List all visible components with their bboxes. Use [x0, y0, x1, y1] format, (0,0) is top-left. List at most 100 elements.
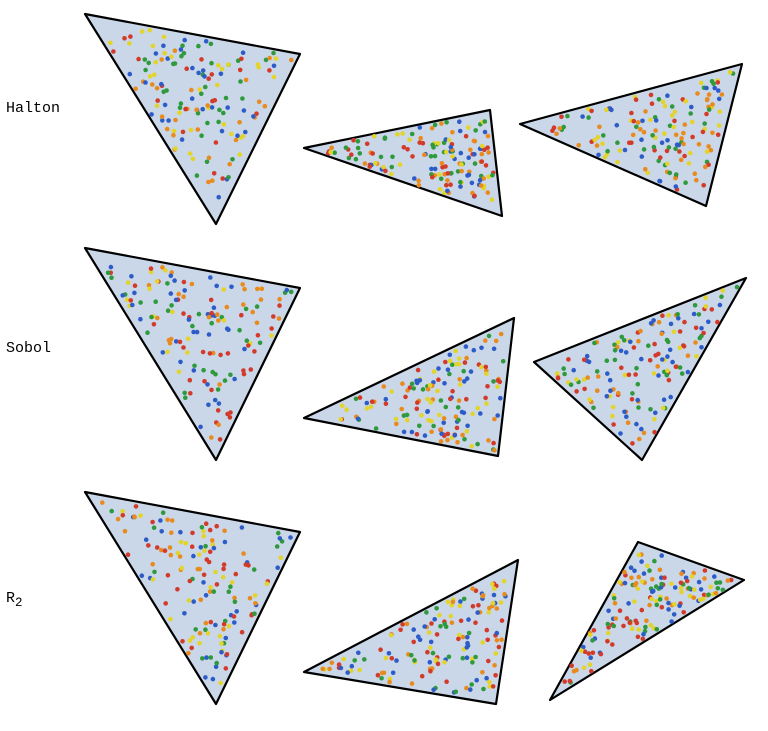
sample-point	[146, 61, 151, 66]
sample-point	[191, 157, 196, 162]
sample-point	[480, 144, 485, 149]
sample-point	[634, 125, 639, 130]
sample-point	[487, 680, 492, 685]
sample-point	[212, 589, 217, 594]
sample-point	[203, 85, 208, 90]
sample-point	[267, 68, 272, 73]
sample-point	[683, 122, 688, 127]
sample-point	[380, 671, 385, 676]
sample-point	[630, 441, 635, 446]
sample-point	[494, 339, 499, 344]
sample-point	[492, 593, 497, 598]
sample-point	[155, 279, 160, 284]
sample-point	[210, 105, 215, 110]
sample-point	[275, 565, 280, 570]
sample-point	[358, 151, 363, 156]
sample-point	[465, 655, 470, 660]
sample-point	[623, 148, 628, 153]
sample-point	[492, 448, 497, 453]
sample-point	[155, 86, 160, 91]
sample-point	[234, 138, 239, 143]
sample-point	[637, 575, 642, 580]
sample-point	[204, 521, 209, 526]
sample-point	[697, 312, 702, 317]
sample-point	[665, 338, 670, 343]
sample-point	[458, 180, 463, 185]
sample-point	[416, 368, 421, 373]
sample-point	[384, 397, 389, 402]
sample-point	[374, 426, 379, 431]
sample-point	[582, 358, 587, 363]
sample-point	[445, 178, 450, 183]
sample-point	[179, 101, 184, 106]
sample-point	[228, 373, 233, 378]
sample-point	[150, 520, 155, 525]
sample-point	[472, 348, 477, 353]
sample-point	[228, 415, 233, 420]
sample-point	[483, 130, 488, 135]
sample-point	[446, 600, 451, 605]
sample-point	[329, 146, 334, 151]
sample-point	[680, 371, 685, 376]
sample-point	[645, 564, 650, 569]
sample-point	[458, 129, 463, 134]
sample-point	[232, 377, 237, 382]
sample-point	[470, 660, 475, 665]
sample-point	[155, 316, 160, 321]
sample-point	[237, 328, 242, 333]
sample-point	[433, 154, 438, 159]
sample-point	[225, 652, 230, 657]
sample-point	[702, 576, 707, 581]
sample-point	[144, 537, 149, 542]
sample-point	[650, 577, 655, 582]
sample-point	[146, 543, 151, 548]
sample-point	[199, 57, 204, 62]
sample-point	[498, 380, 503, 385]
sample-point	[197, 87, 202, 92]
sample-point	[635, 398, 640, 403]
sample-point	[688, 111, 693, 116]
sample-point	[220, 67, 225, 72]
triangle-shape	[85, 248, 300, 460]
sample-point	[692, 595, 697, 600]
sample-point	[647, 568, 652, 573]
sample-point	[699, 81, 704, 86]
sample-point	[116, 517, 121, 522]
sample-point	[603, 155, 608, 160]
sample-point	[205, 121, 210, 126]
sample-point	[384, 401, 389, 406]
sample-point	[470, 586, 475, 591]
sample-point	[693, 171, 698, 176]
sample-point	[202, 74, 207, 79]
sample-point	[615, 160, 620, 165]
sample-point	[186, 336, 191, 341]
sample-point	[198, 567, 203, 572]
sample-point	[244, 78, 249, 83]
sample-point	[694, 326, 699, 331]
sample-point	[215, 83, 220, 88]
sample-point	[130, 303, 135, 308]
sample-point	[205, 103, 210, 108]
sample-point	[213, 398, 218, 403]
sample-point	[133, 87, 138, 92]
sample-point	[199, 598, 204, 603]
sample-point	[275, 544, 280, 549]
sample-point	[204, 39, 209, 44]
sample-point	[473, 655, 478, 660]
sample-point	[181, 345, 186, 350]
sample-point	[209, 298, 214, 303]
sample-point	[209, 620, 214, 625]
sample-point	[655, 603, 660, 608]
sample-point	[143, 57, 148, 62]
sample-point	[690, 120, 695, 125]
sample-point	[188, 391, 193, 396]
sample-point	[376, 673, 381, 678]
sample-point	[216, 318, 221, 323]
sample-point	[277, 316, 282, 321]
sample-point	[588, 655, 593, 660]
sample-point	[190, 531, 195, 536]
sample-point	[695, 91, 700, 96]
sample-point	[431, 424, 436, 429]
sample-point	[481, 687, 486, 692]
sample-point	[430, 175, 435, 180]
